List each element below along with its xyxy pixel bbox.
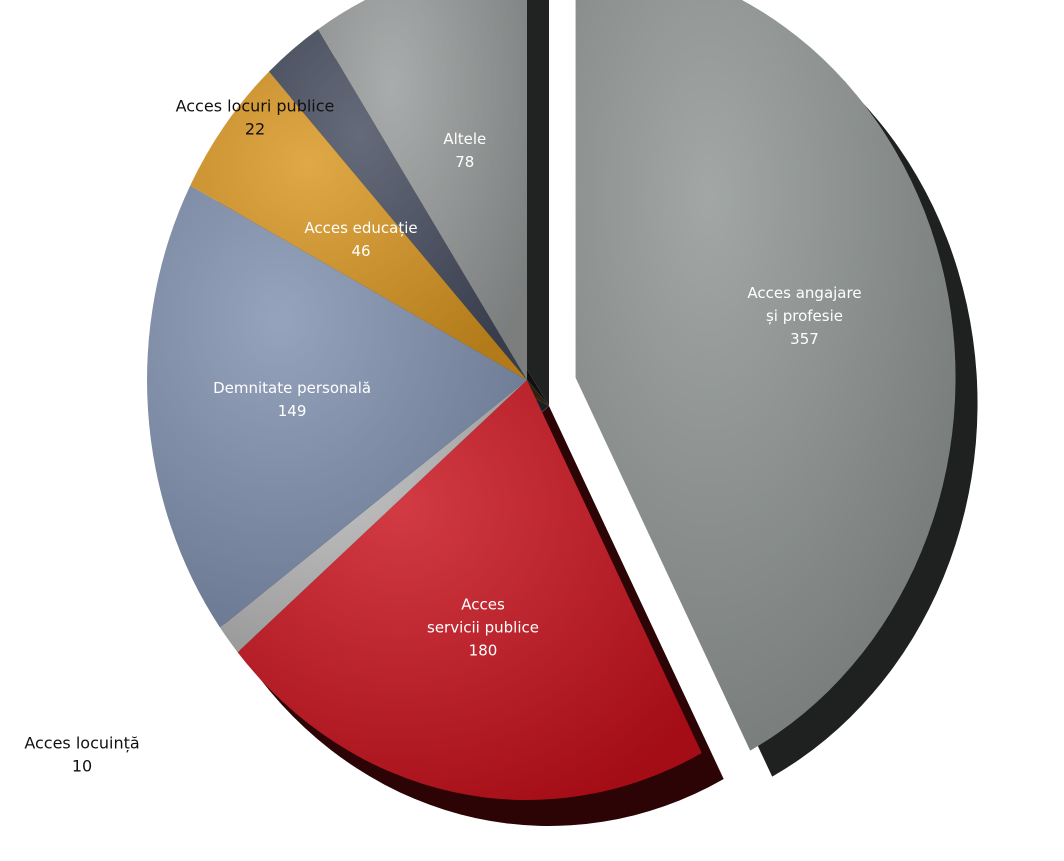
- slice-label-line: 357: [790, 330, 819, 348]
- slice-label-acces-educatie: Acces educație 46: [304, 219, 417, 260]
- slice-label-line: și profesie: [766, 307, 843, 325]
- slice-label-line: Acces locuință: [24, 734, 139, 753]
- slice-shading-demnitate-personala: [147, 185, 527, 628]
- slice-label-line: 149: [278, 402, 307, 420]
- slice-label-acces-angajare-si-profesie: Acces angajare și profesie 357: [747, 284, 861, 348]
- slice-shading-acces-locuinta: [220, 380, 527, 653]
- slice-shading-acces-servicii-publice: [237, 380, 702, 801]
- slice-label-altele: Altele 78: [443, 130, 486, 171]
- slice-label-acces-locuinta: Acces locuință 10: [24, 734, 139, 776]
- slice-label-line: 22: [245, 120, 265, 139]
- slice-label-line: Acces: [461, 595, 505, 613]
- slice-label-line: Acces angajare: [747, 284, 861, 302]
- slice-shading-acces-locuri-publice: [269, 29, 527, 380]
- slice-label-line: Acces locuri publice: [176, 97, 335, 116]
- pie-slices: [147, 0, 956, 801]
- slice-label-line: Altele: [443, 130, 486, 148]
- slice-label-line: Acces educație: [304, 219, 417, 237]
- slice-label-line: servicii publice: [427, 618, 539, 636]
- slice-label-demnitate-personala: Demnitate personală 149: [213, 379, 371, 420]
- pie-labels: Acces angajare și profesie 357 Acces servici…: [24, 97, 861, 776]
- slice-label-line: 46: [351, 242, 370, 260]
- slice-shading-acces-educatie: [190, 71, 527, 380]
- slice-label-line: 78: [455, 153, 474, 171]
- slice-label-line: 180: [469, 641, 498, 659]
- slice-label-line: 10: [72, 757, 92, 776]
- slice-shading-altele: [318, 0, 527, 380]
- slice-label-acces-locuri-publice: Acces locuri publice 22: [176, 97, 335, 139]
- slice-label-line: Demnitate personală: [213, 379, 371, 397]
- slice-shading-acces-angajare-si-profesie: [575, 0, 956, 751]
- slice-label-acces-servicii-publice: Acces servicii publice 180: [427, 595, 539, 659]
